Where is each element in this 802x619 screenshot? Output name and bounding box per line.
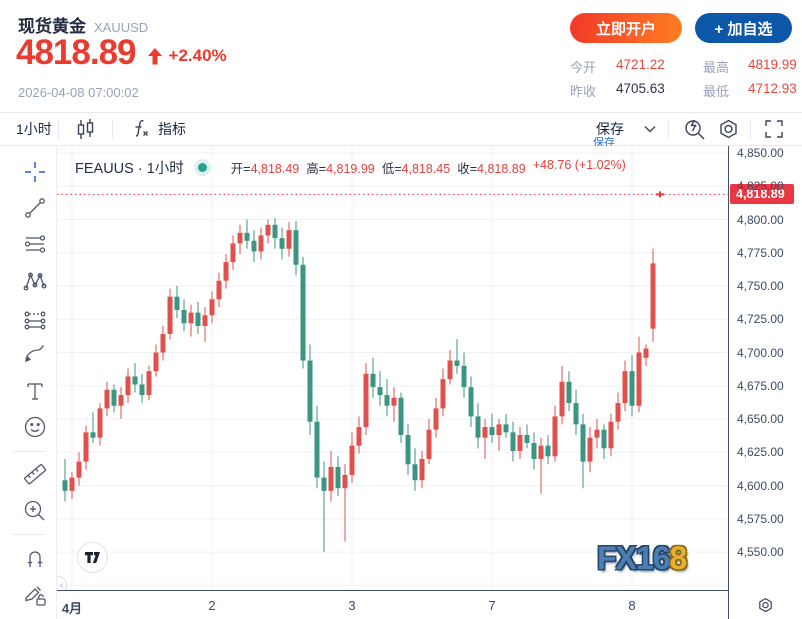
time-axis[interactable]: 4月 2 3 7 8: [57, 590, 728, 619]
toolbar-divider: [668, 120, 669, 139]
price-axis[interactable]: 4,818.89 4,550.00 4,575.00 4,600.00 4,625.0…: [728, 146, 802, 619]
indicators-button[interactable]: 指标: [128, 113, 186, 145]
chart-canvas: [57, 146, 728, 590]
stat-value-low: 4712.93: [748, 81, 797, 96]
text-tool[interactable]: [21, 377, 49, 405]
crosshair-tool[interactable]: [21, 158, 49, 186]
stat-value-high: 4819.99: [748, 57, 797, 72]
chevron-down-icon[interactable]: [644, 113, 656, 145]
candles-style-icon[interactable]: [72, 113, 98, 145]
stat-label-open: 今开: [570, 60, 597, 75]
time-tick: 8: [628, 598, 636, 613]
current-price-tag: 4,818.89: [730, 184, 794, 205]
add-watchlist-button[interactable]: + 加自选: [695, 13, 792, 43]
price-tick: 4,725.00: [737, 312, 784, 327]
xabcd-pattern-tool[interactable]: [21, 267, 49, 295]
price-row: 4818.89 +2.40%: [16, 33, 227, 73]
brush-tool[interactable]: [21, 340, 49, 368]
fullscreen-icon[interactable]: [762, 113, 786, 145]
price-tick: 4,600.00: [737, 478, 784, 493]
open-account-button[interactable]: 立即开户: [570, 13, 682, 43]
quote-timestamp: 2026-04-08 07:00:02: [18, 85, 139, 100]
time-tick: 4月: [61, 601, 83, 616]
time-tick: 7: [488, 598, 496, 613]
legend-symbol: FEAUUS · 1小时: [75, 161, 184, 177]
stat-label-high: 最高: [703, 60, 730, 75]
toolbar-divider: [112, 120, 113, 139]
stat-value-prev-close: 4705.63: [616, 81, 665, 96]
interval-selector[interactable]: 1小时: [16, 121, 52, 137]
zoom-in-tool[interactable]: [21, 497, 49, 525]
time-tick: 3: [348, 598, 356, 613]
sidebar-divider: [12, 534, 45, 535]
change-percent: +2.40%: [168, 46, 227, 65]
tradingview-logo[interactable]: [77, 542, 108, 573]
price-tick: 4,825.00: [737, 179, 784, 194]
magnet-tool[interactable]: [21, 544, 49, 572]
up-arrow-icon: [147, 47, 162, 64]
fib-retracement-tool[interactable]: [21, 230, 49, 258]
indicators-label: 指标: [158, 121, 186, 137]
drawing-toolbar: [0, 146, 57, 619]
forecast-tool[interactable]: [21, 304, 49, 332]
axis-settings-gear-icon[interactable]: [756, 596, 775, 619]
price-tick: 4,850.00: [737, 145, 784, 160]
price-tick: 4,625.00: [737, 445, 784, 460]
ruler-tool[interactable]: [21, 460, 49, 488]
candlestick-chart[interactable]: FEAUUS · 1小时 开=4,818.49 高=4,819.99 低=4,818…: [57, 146, 728, 590]
emoji-tool[interactable]: [21, 413, 49, 441]
stat-label-prev-close: 昨收: [570, 84, 597, 99]
price-tick: 4,650.00: [737, 412, 784, 427]
time-tick: 2: [208, 598, 216, 613]
stat-value-open: 4721.22: [616, 57, 665, 72]
last-price: 4818.89: [16, 33, 137, 72]
fx-indicator-icon: [135, 120, 148, 137]
chart-legend: FEAUUS · 1小时 开=4,818.49 高=4,819.99 低=4,818…: [75, 157, 626, 178]
chart-toolbar: 1小时 指标 保存 保存: [0, 112, 802, 149]
fx168-watermark: FX168: [597, 540, 687, 576]
price-tick: 4,775.00: [737, 245, 784, 260]
stat-label-low: 最低: [703, 84, 730, 99]
price-tick: 4,750.00: [737, 279, 784, 294]
instrument-header: 现货黄金 XAUUSD: [18, 12, 148, 37]
toolbar-divider: [58, 120, 59, 139]
draw-lock-tool[interactable]: [21, 580, 49, 608]
price-tick: 4,575.00: [737, 511, 784, 526]
market-status-dot: [197, 163, 207, 172]
price-tick: 4,800.00: [737, 212, 784, 227]
legend-ohlc: 开=4,818.49 高=4,819.99 低=4,818.45 收=4,818.89…: [230, 158, 626, 176]
sidebar-divider: [12, 451, 45, 452]
flash-search-icon[interactable]: [682, 113, 707, 145]
price-tick: 4,675.00: [737, 378, 784, 393]
price-tick: 4,550.00: [737, 545, 784, 560]
toolbar-divider: [750, 120, 751, 139]
price-tick: 4,700.00: [737, 345, 784, 360]
trend-line-tool[interactable]: [21, 194, 49, 222]
collapse-pane-tab[interactable]: ‹: [57, 576, 67, 590]
instrument-title: 现货黄金: [18, 17, 86, 36]
settings-gear-icon[interactable]: [716, 113, 741, 145]
save-button[interactable]: 保存 保存: [593, 121, 624, 149]
instrument-symbol: XAUUSD: [94, 20, 149, 35]
